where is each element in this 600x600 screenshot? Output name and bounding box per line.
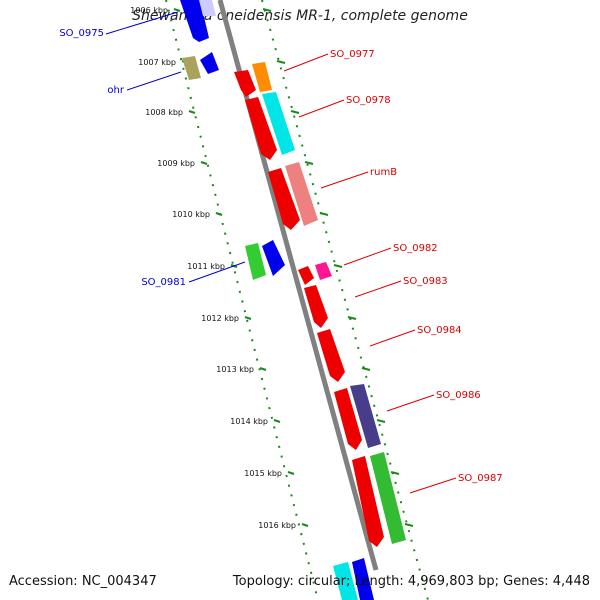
gene-label[interactable]: SO_0977 <box>330 49 375 60</box>
tick-mark <box>215 212 223 216</box>
genome-summary: Topology: circular; Length: 4,969,803 bp… <box>232 574 590 589</box>
map-title: Shewanella oneidensis MR-1, complete gen… <box>132 8 468 24</box>
label-leader-line <box>343 247 392 266</box>
tick-mark <box>259 367 267 371</box>
gene-label[interactable]: SO_0986 <box>436 390 481 401</box>
gene-feature-rumb[interactable] <box>268 168 300 230</box>
gene-feature[interactable] <box>370 452 406 544</box>
accession-text: Accession: NC_004347 <box>9 574 157 589</box>
tick-mark <box>304 161 314 165</box>
tick-mark <box>276 60 286 64</box>
label-leader-line <box>188 261 246 283</box>
gene-features[interactable] <box>180 0 406 600</box>
tick-label: 1016 kbp <box>258 521 296 530</box>
gene-label[interactable]: SO_0975 <box>59 28 104 39</box>
gene-feature-so0984[interactable] <box>317 329 345 382</box>
gene-feature[interactable] <box>352 558 374 600</box>
gene-label[interactable]: rumB <box>370 167 397 178</box>
tick-mark <box>361 367 371 371</box>
tick-label: 1013 kbp <box>216 365 254 374</box>
label-leader-line <box>320 171 369 189</box>
label-leader-line <box>369 329 416 347</box>
tick-label: 1009 kbp <box>157 159 195 168</box>
guide-lines <box>165 0 429 600</box>
gene-label[interactable]: SO_0983 <box>403 276 448 287</box>
gene-feature-so0981[interactable] <box>245 243 266 280</box>
gene-label[interactable]: SO_0984 <box>417 325 462 336</box>
tick-mark <box>333 264 343 268</box>
gene-feature-so0986[interactable] <box>334 388 362 450</box>
gene-label[interactable]: SO_0982 <box>393 243 438 254</box>
gene-feature[interactable] <box>315 262 332 280</box>
gene-label[interactable]: ohr <box>107 85 124 96</box>
tick-marks: 1006 kbp 1007 kbp 1008 kbp 1009 kbp 1010 kbp… <box>130 6 414 530</box>
gene-feature[interactable] <box>262 240 285 276</box>
tick-label: 1008 kbp <box>145 108 183 117</box>
tick-label: 1015 kbp <box>244 469 282 478</box>
gene-feature-so0987[interactable] <box>352 456 384 547</box>
label-leader-line <box>105 11 179 35</box>
tick-mark <box>301 523 309 527</box>
gene-feature[interactable] <box>350 384 381 448</box>
label-leader-line <box>298 99 345 118</box>
tick-mark <box>390 471 400 475</box>
gene-label[interactable]: SO_0981 <box>141 277 186 288</box>
tick-mark <box>244 316 252 320</box>
label-leader-line <box>126 71 182 91</box>
gene-feature-so0977[interactable] <box>234 70 256 97</box>
tick-mark <box>173 8 181 12</box>
gene-feature-so0982[interactable] <box>298 266 314 285</box>
label-leader-line <box>386 394 435 412</box>
gene-feature-so0983[interactable] <box>304 285 328 328</box>
tick-label: 1006 kbp <box>130 6 168 15</box>
tick-mark <box>188 110 196 114</box>
gene-feature[interactable] <box>252 62 272 92</box>
tick-label: 1014 kbp <box>230 417 268 426</box>
tick-mark <box>262 8 272 12</box>
tick-label: 1011 kbp <box>187 262 225 271</box>
tick-mark <box>376 419 386 423</box>
tick-mark <box>287 471 295 475</box>
gene-label[interactable]: SO_0987 <box>458 473 503 484</box>
gene-label[interactable]: SO_0978 <box>346 95 391 106</box>
tick-mark <box>404 523 414 527</box>
tick-mark <box>200 161 208 165</box>
label-leader-line <box>409 477 457 494</box>
tick-mark <box>347 316 357 320</box>
gene-feature-so0978[interactable] <box>245 97 277 160</box>
tick-mark <box>290 110 300 114</box>
tick-mark <box>273 419 281 423</box>
gene-feature[interactable] <box>285 162 318 226</box>
label-leader-line <box>354 280 402 298</box>
gene-feature[interactable] <box>262 92 295 155</box>
tick-label: 1007 kbp <box>138 58 176 67</box>
gene-feature-ohr[interactable] <box>182 56 201 80</box>
tick-label: 1010 kbp <box>172 210 210 219</box>
label-leader-line <box>283 53 329 72</box>
gene-feature[interactable] <box>199 0 216 16</box>
gene-feature[interactable] <box>333 562 358 600</box>
tick-label: 1012 kbp <box>201 314 239 323</box>
tick-mark <box>319 212 329 216</box>
gene-feature[interactable] <box>200 52 219 74</box>
